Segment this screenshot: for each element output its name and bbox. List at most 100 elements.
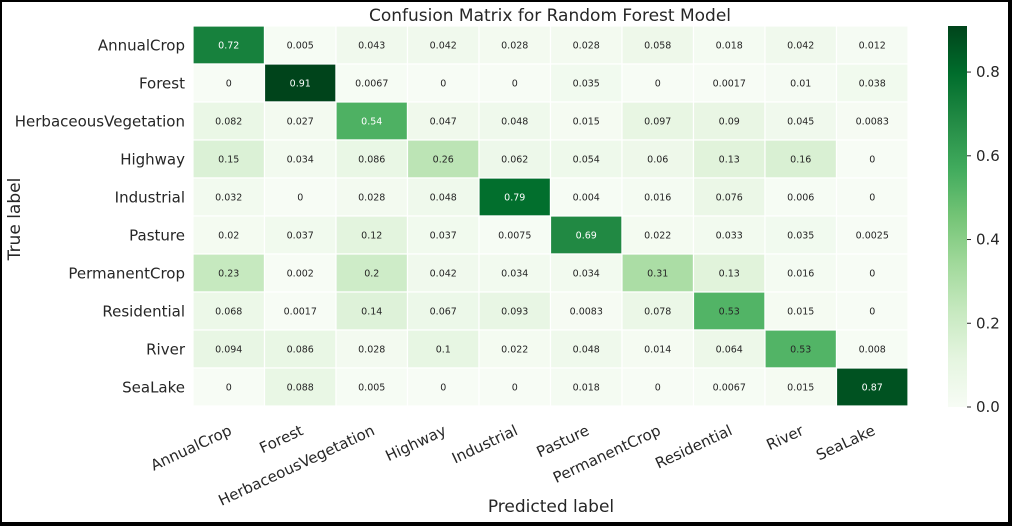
y-tick-label: HerbaceousVegetation (15, 113, 185, 131)
y-tick-label: Pasture (129, 227, 185, 245)
cell-value-label: 0.0083 (570, 307, 603, 318)
x-tick-label: AnnualCrop (148, 421, 235, 474)
heatmap-cell (621, 63, 695, 103)
cell-value-label: 0.064 (716, 345, 743, 356)
heatmap-cell (406, 63, 480, 103)
cell-value-label: 0.048 (430, 193, 457, 204)
cell-value-label: 0.078 (644, 307, 671, 318)
cell-value-label: 0 (869, 193, 875, 204)
cell-value-label: 0.0067 (713, 383, 746, 394)
cell-value-label: 0 (869, 269, 875, 280)
heatmap-cell (835, 291, 909, 331)
colorbar-tick-label: 0.0 (976, 398, 1000, 416)
cell-value-label: 0.097 (644, 117, 671, 128)
heatmap-cell (692, 253, 766, 293)
heatmap-cell (621, 101, 695, 141)
cell-value-label: 0.72 (218, 41, 239, 52)
heatmap-cell (835, 25, 909, 65)
heatmap-cell (263, 367, 337, 407)
cell-value-label: 0.037 (287, 231, 314, 242)
cell-value-label: 0.054 (573, 155, 600, 166)
cell-value-label: 0.062 (501, 155, 528, 166)
cell-value-label: 0.23 (218, 269, 239, 280)
heatmap-cell (692, 25, 766, 65)
cell-value-label: 0.028 (358, 345, 385, 356)
heatmap-cell (192, 215, 266, 255)
heatmap-cell (549, 367, 623, 407)
heatmap-cell (549, 25, 623, 65)
heatmap-cell (692, 291, 766, 331)
cell-value-label: 0.0017 (713, 79, 746, 90)
cell-value-label: 0.082 (215, 117, 242, 128)
heatmap-cell (549, 139, 623, 179)
cell-value-label: 0.12 (361, 231, 382, 242)
heatmap-cell (335, 215, 409, 255)
cell-value-label: 0.034 (287, 155, 314, 166)
cell-value-label: 0.015 (573, 117, 600, 128)
cell-value-label: 0.16 (790, 155, 811, 166)
heatmap-cell (764, 63, 838, 103)
heatmap-cell (406, 329, 480, 369)
cell-value-label: 0.086 (287, 345, 314, 356)
cell-value-label: 0 (440, 79, 446, 90)
heatmap-cell (549, 177, 623, 217)
cell-value-label: 0.018 (573, 383, 600, 394)
heatmap-cell (335, 291, 409, 331)
y-axis-title: True label (5, 178, 25, 262)
cell-value-label: 0.015 (787, 307, 814, 318)
cell-value-label: 0.31 (647, 269, 668, 280)
x-tick-label: River (764, 421, 808, 454)
cell-value-label: 0.1 (436, 345, 451, 356)
cell-value-label: 0.027 (287, 117, 314, 128)
heatmap-cell (835, 177, 909, 217)
cell-value-label: 0.005 (358, 383, 385, 394)
heatmap-cell (192, 253, 266, 293)
heatmap-cell (764, 367, 838, 407)
x-tick-label: Highway (383, 421, 449, 465)
heatmap-cell (263, 329, 337, 369)
heatmap-cell (692, 63, 766, 103)
cell-value-label: 0.034 (501, 269, 528, 280)
heatmap-cell (335, 329, 409, 369)
x-axis-title: Predicted label (488, 497, 614, 517)
cell-value-label: 0.042 (787, 41, 814, 52)
heatmap-cell (549, 253, 623, 293)
cell-value-label: 0.043 (358, 41, 385, 52)
cell-value-label: 0.093 (501, 307, 528, 318)
heatmap-cell (478, 291, 552, 331)
cell-value-label: 0.042 (430, 41, 457, 52)
y-tick-label: Residential (102, 303, 185, 321)
cell-value-label: 0.033 (716, 231, 743, 242)
heatmap-cell (263, 101, 337, 141)
cell-value-label: 0.014 (644, 345, 671, 356)
heatmap-cell (835, 139, 909, 179)
cell-value-label: 0.028 (501, 41, 528, 52)
colorbar-bar (948, 26, 967, 407)
heatmap-cell (478, 329, 552, 369)
cell-value-label: 0.047 (430, 117, 457, 128)
heatmap-cell (764, 177, 838, 217)
cell-value-label: 0.53 (790, 345, 811, 356)
x-tick-label: SeaLake (813, 421, 878, 464)
heatmap-cell (692, 101, 766, 141)
cell-value-label: 0 (869, 307, 875, 318)
cell-value-label: 0.15 (218, 155, 239, 166)
heatmap-cell (478, 367, 552, 407)
cell-value-label: 0.53 (719, 307, 740, 318)
cell-value-label: 0.022 (644, 231, 671, 242)
x-tick-label: Residential (652, 421, 734, 472)
cell-value-label: 0.0083 (856, 117, 889, 128)
heatmap-cell (192, 367, 266, 407)
heatmap-cell (478, 215, 552, 255)
cell-value-label: 0 (297, 193, 303, 204)
cell-value-label: 0.06 (647, 155, 668, 166)
cell-value-label: 0.042 (430, 269, 457, 280)
cell-value-label: 0.035 (787, 231, 814, 242)
cell-value-label: 0.035 (573, 79, 600, 90)
heatmap-cells: 0.72 0.005 0.043 0.042 0.028 0.028 0.058 0.018 0… (192, 25, 909, 407)
heatmap-cell (335, 101, 409, 141)
cell-value-label: 0 (512, 79, 518, 90)
heatmap-cell (692, 329, 766, 369)
cell-value-label: 0.045 (787, 117, 814, 128)
